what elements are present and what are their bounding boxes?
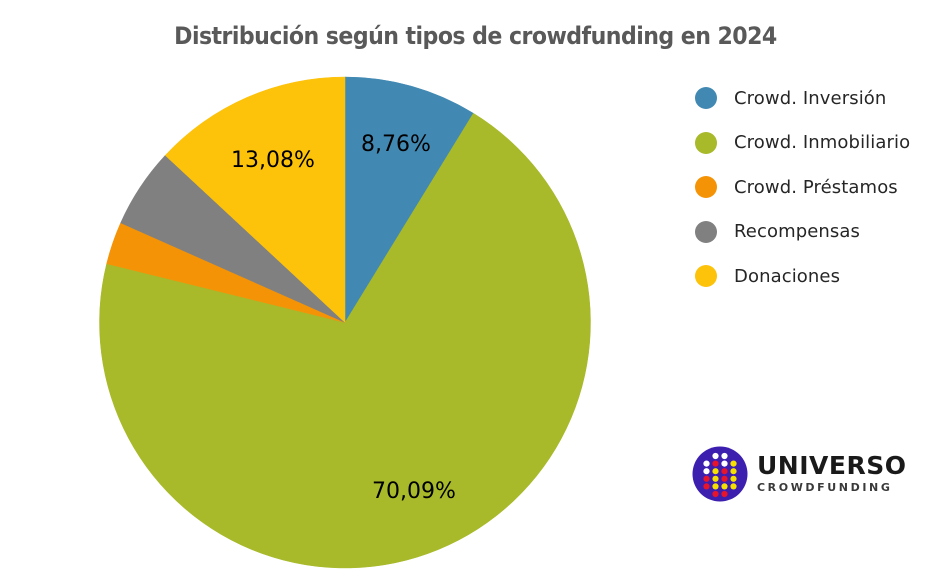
legend-item-donaciones[interactable]: Donaciones xyxy=(695,254,910,299)
pie-slices xyxy=(99,76,591,569)
legend-label: Recompensas xyxy=(734,221,861,243)
pie-slice-crowd-inmobiliario[interactable] xyxy=(99,112,591,569)
legend-label: Crowd. Inmobiliario xyxy=(734,132,911,154)
legend-label: Donaciones xyxy=(734,265,841,287)
slice-label-inversion: 8,76% xyxy=(361,132,431,157)
logo-subtitle: CROWDFUNDING xyxy=(757,480,893,494)
logo-wordmark: UNIVERSO xyxy=(757,450,907,480)
legend-marker-icon xyxy=(695,220,717,243)
legend-marker-icon xyxy=(695,131,717,154)
legend-item-prestamos[interactable]: Crowd. Préstamos xyxy=(695,165,910,210)
legend-label: Crowd. Préstamos xyxy=(734,176,898,198)
legend-label: Crowd. Inversión xyxy=(734,87,887,109)
legend-marker-icon xyxy=(695,265,717,288)
logo-dots-icon xyxy=(692,446,748,502)
legend-item-recompensas[interactable]: Recompensas xyxy=(695,210,910,255)
legend: Crowd. Inversión Crowd. Inmobiliario Cro… xyxy=(695,76,910,299)
legend-marker-icon xyxy=(695,87,717,110)
legend-item-inmobiliario[interactable]: Crowd. Inmobiliario xyxy=(695,121,910,166)
slice-label-donaciones: 13,08% xyxy=(231,148,315,173)
slice-label-inmobiliario: 70,09% xyxy=(372,479,456,504)
pie-slice-donaciones[interactable] xyxy=(164,76,346,324)
legend-item-inversion[interactable]: Crowd. Inversión xyxy=(695,76,910,121)
legend-marker-icon xyxy=(695,176,717,199)
chart-title: Distribución según tipos de crowdfunding… xyxy=(174,22,777,50)
pie-slice-crowd-inversi-n[interactable] xyxy=(344,76,474,324)
universo-crowdfunding-logo: UNIVERSO CROWDFUNDING xyxy=(692,446,906,502)
